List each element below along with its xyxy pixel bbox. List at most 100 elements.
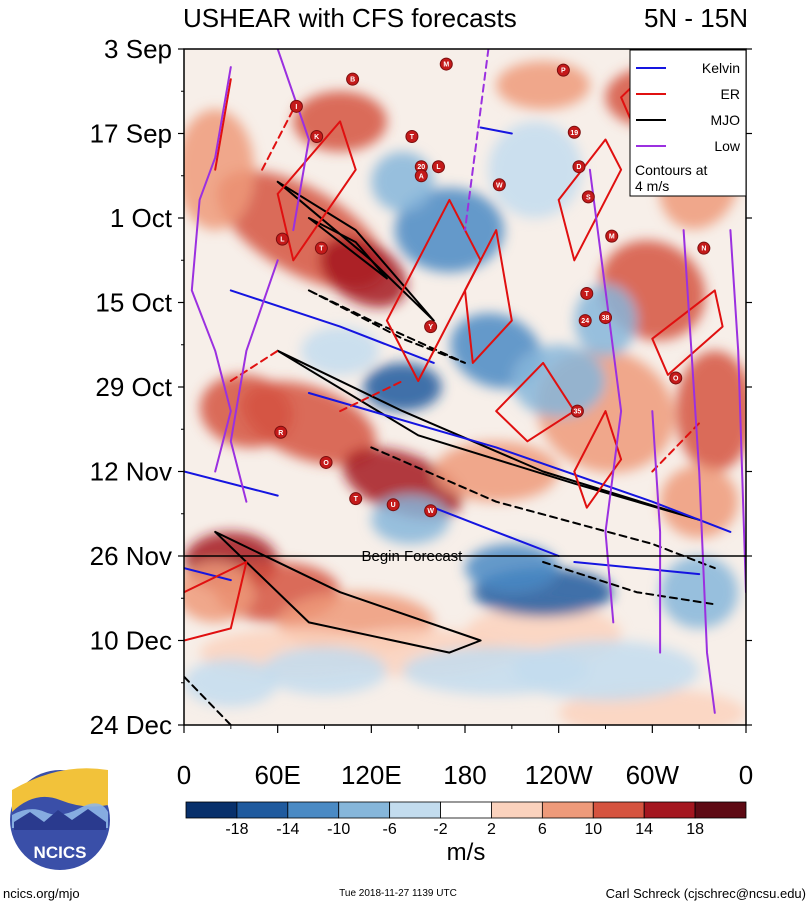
legend: Kelvin ER MJO Low Contours at 4 m/s: [629, 49, 747, 197]
shading-patch: [363, 362, 442, 412]
storm-label: D: [576, 164, 581, 171]
storm-marker: B: [346, 72, 360, 86]
y-axis-labels: 3 Sep 17 Sep 1 Oct 15 Oct 29 Oct 12 Nov 26 Nov…: [90, 34, 173, 740]
storm-marker: T: [580, 286, 594, 300]
legend-label-kelvin: Kelvin: [702, 60, 740, 76]
storm-markers: P B M I K T 19 20 L A W D S L T M N T 24 38 Y O 35 R O T U W: [274, 57, 711, 518]
storm-marker: K: [310, 130, 324, 144]
kelvin-contour: [184, 567, 232, 582]
storm-label: L: [436, 164, 441, 171]
low-contour: [588, 168, 623, 624]
forecast-label: Begin Forecast: [361, 548, 463, 565]
storm-marker: 19: [567, 125, 581, 139]
mjo-contour: [307, 217, 388, 280]
mjo-contour: [184, 675, 232, 725]
mjo-contour: [542, 561, 716, 606]
storm-label: B: [350, 77, 355, 84]
x-tick-label: 0: [177, 760, 191, 790]
storm-marker: O: [319, 455, 333, 469]
storm-marker: O: [669, 371, 683, 385]
er-contour: [651, 422, 701, 473]
storm-marker: U: [386, 498, 400, 512]
storm-label: 19: [570, 130, 578, 137]
er-contour: [229, 349, 279, 382]
y-tick-label: 12 Nov: [90, 457, 172, 487]
storm-marker: L: [275, 232, 289, 246]
low-contour: [276, 49, 310, 232]
colorbar-label: 2: [487, 821, 496, 838]
colorbar-swatch: [592, 801, 645, 819]
y-tick-label: 15 Oct: [95, 288, 172, 318]
shading-patch: [660, 556, 739, 629]
x-tick-label: 60W: [626, 760, 680, 790]
storm-marker: S: [581, 190, 595, 204]
er-contour: [184, 561, 248, 642]
storm-marker: 38: [599, 311, 612, 325]
y-tick-label: 24 Dec: [90, 710, 172, 740]
footer-center: Tue 2018-11-27 1139 UTC: [339, 888, 457, 899]
legend-label-low: Low: [714, 138, 741, 154]
colorbar-swatch: [440, 801, 492, 819]
shading-patch: [184, 658, 278, 707]
x-tick-label: 120E: [341, 760, 402, 790]
storm-label: 38: [602, 315, 610, 322]
shading-patch: [496, 61, 590, 110]
storm-marker: A: [414, 169, 428, 183]
storm-label: 24: [581, 318, 589, 325]
ncics-logo: NCICS: [10, 768, 110, 870]
er-contour: [651, 289, 724, 376]
legend-note-line2: 4 m/s: [635, 178, 669, 194]
shading-patch: [511, 344, 606, 418]
kelvin-contour: [432, 506, 560, 557]
shading-patch: [511, 640, 700, 701]
colorbar-label: -10: [327, 821, 350, 838]
storm-label: A: [419, 173, 424, 180]
low-contour: [190, 66, 232, 473]
er-contour: [339, 380, 404, 413]
storm-label: O: [323, 460, 329, 467]
er-contour: [573, 410, 623, 509]
storm-marker: I: [289, 99, 303, 113]
storm-marker: R: [274, 425, 288, 439]
storm-label: M: [443, 62, 449, 69]
storm-label: R: [278, 430, 283, 437]
storm-marker: M: [605, 229, 619, 243]
footer-left: ncics.org/mjo: [3, 886, 80, 901]
chart-title: USHEAR with CFS forecasts: [183, 3, 517, 33]
storm-marker: P: [556, 63, 570, 77]
storm-marker: Y: [424, 320, 438, 334]
legend-note-line1: Contours at: [635, 162, 707, 178]
storm-label: Y: [428, 324, 433, 331]
y-tick-label: 29 Oct: [95, 372, 172, 402]
shading-patch: [320, 237, 407, 308]
shading-patch: [371, 495, 450, 544]
storm-marker: T: [349, 492, 363, 506]
storm-label: O: [673, 375, 679, 382]
storm-label: W: [427, 508, 434, 515]
y-tick-label: 3 Sep: [104, 34, 172, 64]
colorbar-label: -14: [276, 821, 299, 838]
low-contour: [651, 410, 662, 654]
colorbar-label: -18: [225, 821, 248, 838]
storm-label: 20: [417, 164, 425, 171]
logo-text: NCICS: [34, 843, 87, 862]
storm-label: P: [561, 68, 566, 75]
colorbar-swatch: [694, 801, 747, 819]
storm-label: 35: [574, 409, 582, 416]
storm-label: N: [701, 246, 706, 253]
colorbar-swatch: [236, 801, 289, 819]
colorbar-swatch: [338, 801, 391, 819]
low-contour: [229, 259, 279, 503]
colorbar-swatch: [491, 801, 543, 819]
y-tick-label: 26 Nov: [90, 541, 172, 571]
colorbar-label: -6: [383, 821, 397, 838]
shading-patch: [301, 326, 380, 375]
colorbar-label: 10: [584, 821, 602, 838]
y-tick-label: 1 Oct: [110, 203, 173, 233]
wave-contours: [184, 49, 746, 725]
colorbar-label: 6: [538, 821, 547, 838]
storm-label: T: [585, 291, 590, 298]
mjo-contour: [307, 289, 466, 364]
colorbar-swatch: [643, 801, 696, 819]
